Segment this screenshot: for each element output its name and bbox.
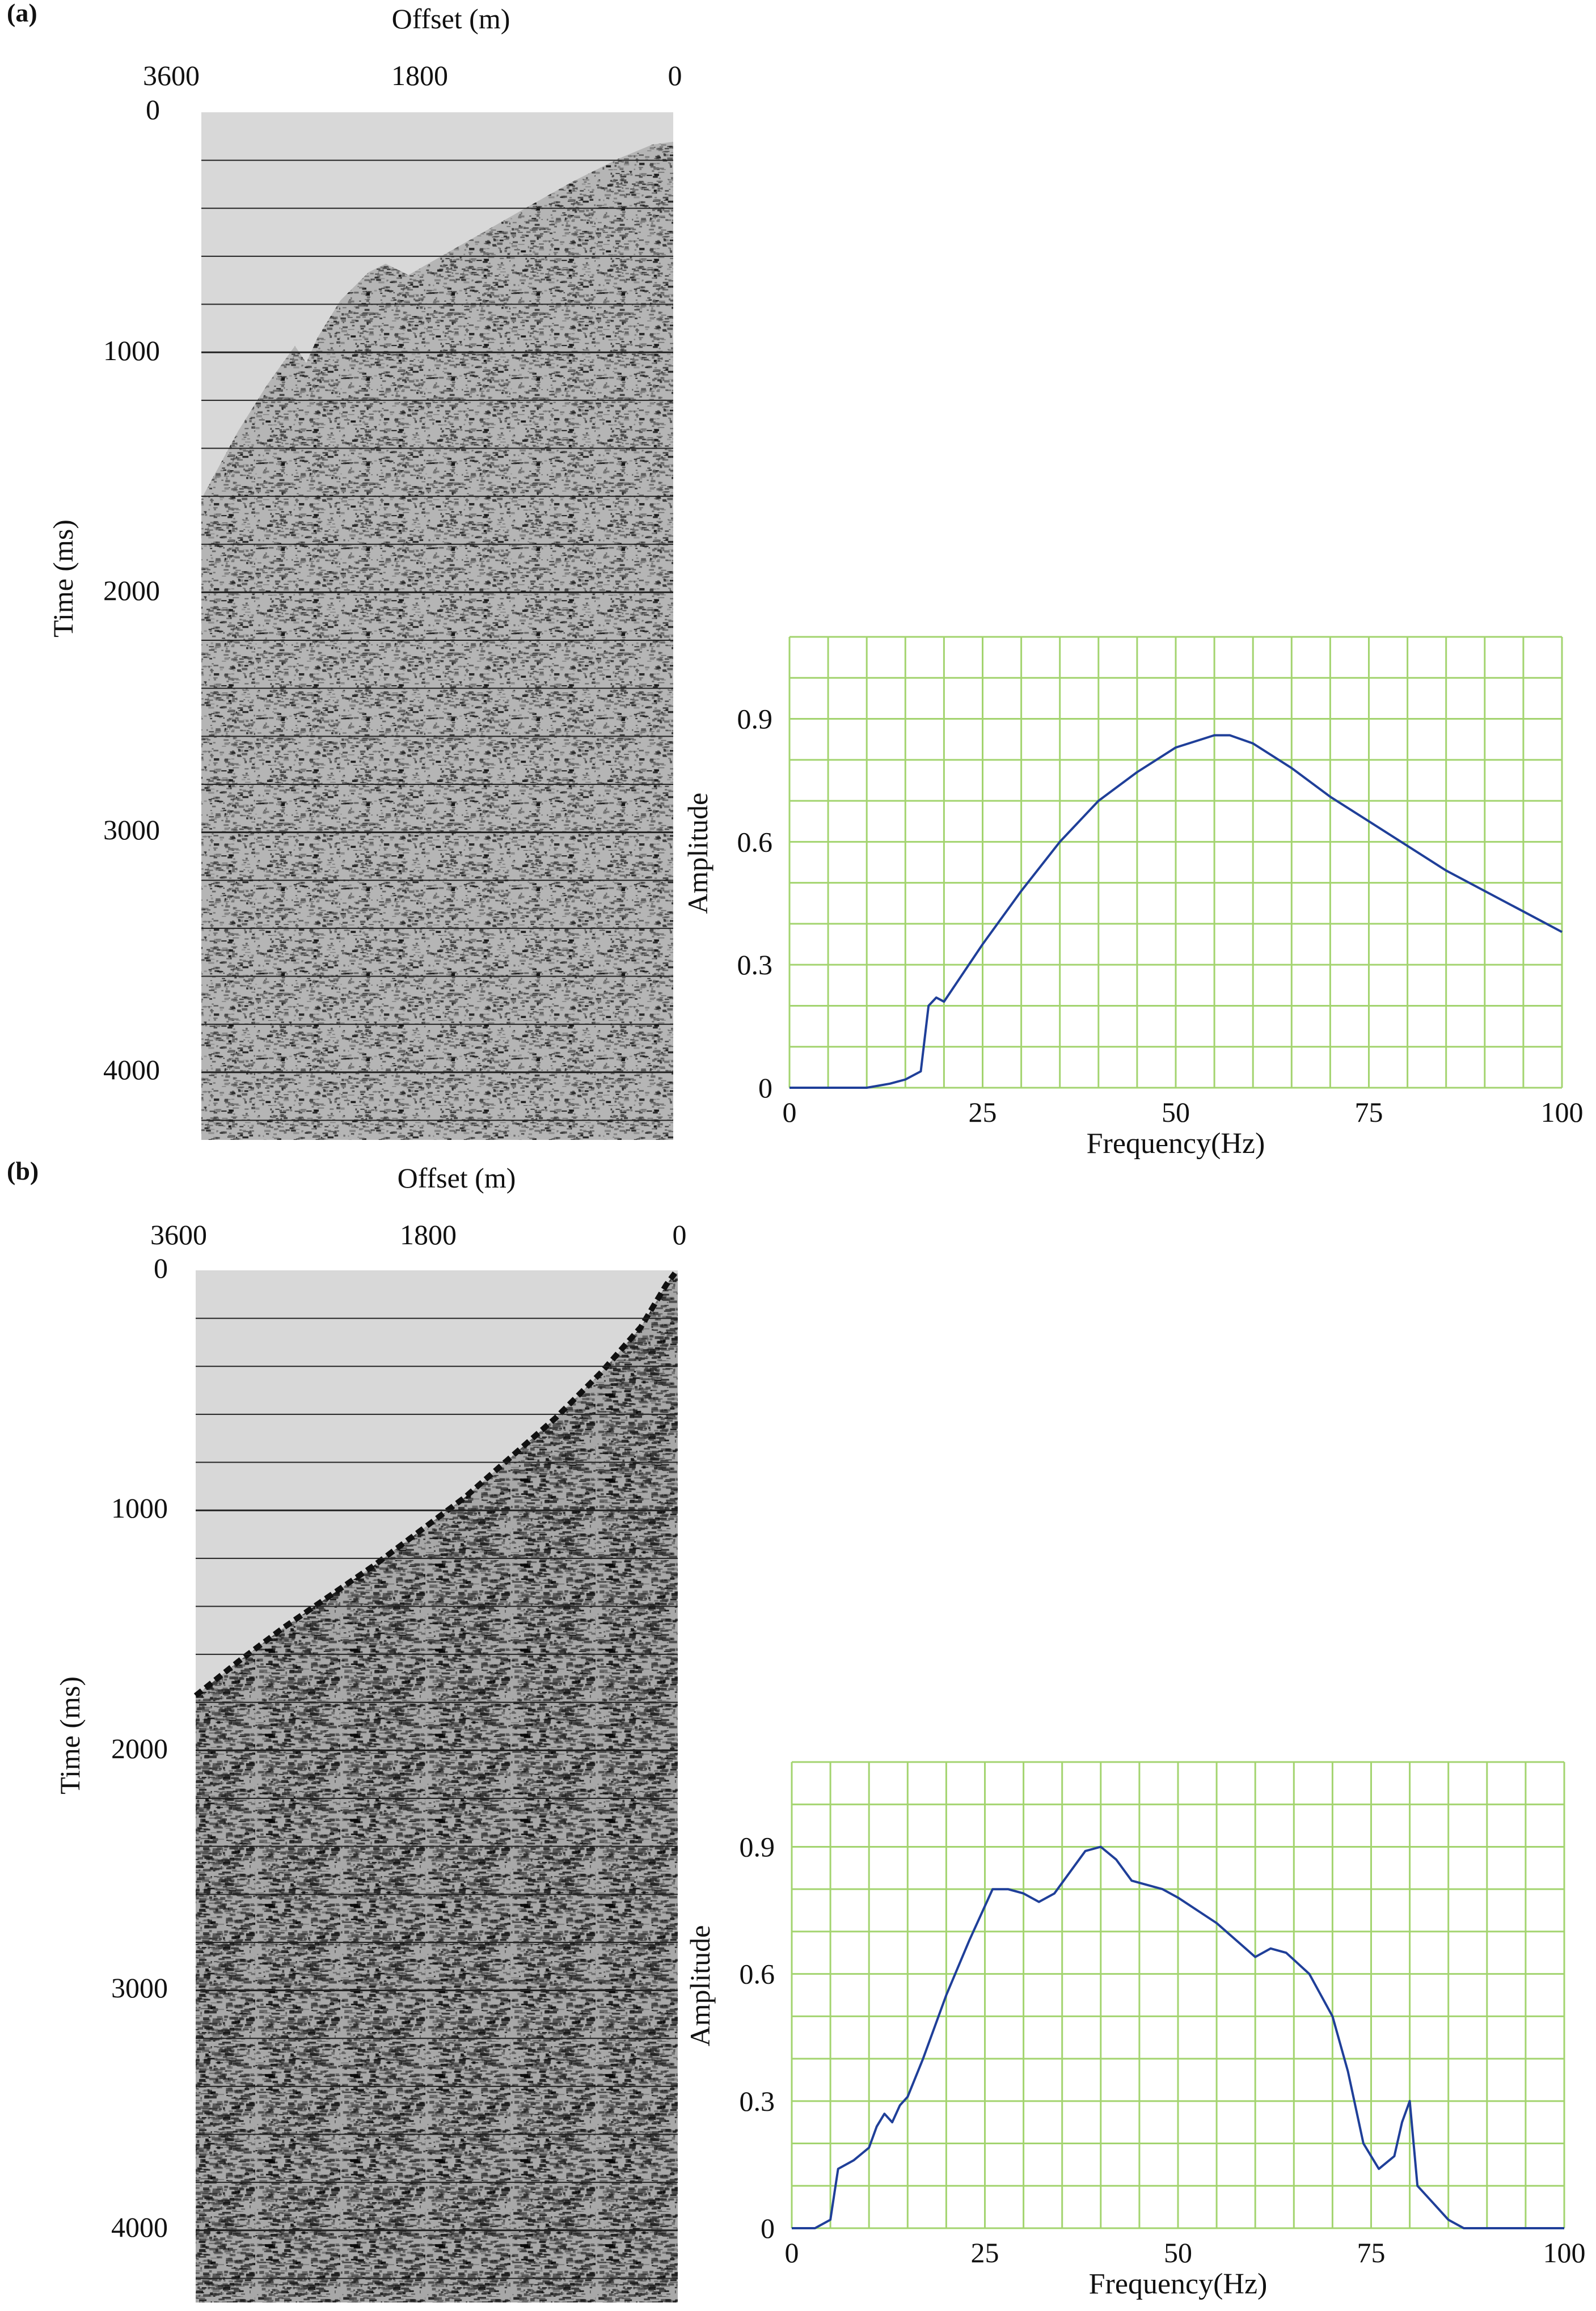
gather-b-xtick-0: 0	[673, 1219, 687, 1250]
gather-b-time-label: Time (ms)	[54, 1676, 86, 1794]
gather-b-offset-title: Offset (m)	[398, 1162, 516, 1194]
gather-a-offset-title: Offset (m)	[392, 3, 510, 35]
y-tick-label: 0	[758, 1072, 772, 1104]
x-tick-label: 75	[1357, 2237, 1386, 2268]
gather-a-xtick-1800: 1800	[391, 60, 448, 91]
y-axis-label: Amplitude	[684, 1925, 716, 2047]
gather-a-ytick-3000: 3000	[103, 814, 160, 846]
y-axis-label: Amplitude	[682, 793, 713, 914]
gather-a-ytick-0: 0	[146, 94, 160, 125]
panel-label-b: (b)	[7, 1156, 39, 1185]
gather-b: Offset (m) 3600 1800 0 0 1000 2000 3000 …	[54, 1162, 687, 2302]
panel-label-a: (a)	[7, 0, 37, 27]
gather-b-ytick-0: 0	[154, 1252, 168, 1284]
amplitude-spectrum-line	[792, 1845, 1564, 2229]
x-axis-label: Frequency(Hz)	[1089, 2268, 1268, 2300]
x-tick-label: 25	[969, 1096, 997, 1128]
gather-a-timelines	[201, 159, 673, 1121]
gather-a-ytick-1000: 1000	[103, 335, 160, 366]
x-tick-label: 100	[1543, 2237, 1586, 2268]
gather-b-first-break	[193, 1271, 677, 1698]
x-tick-label: 75	[1355, 1096, 1383, 1128]
x-tick-label: 25	[971, 2237, 999, 2268]
spectrum-chart-b: 0 25 50 75 100 0 0.3 0.6 0.9 Frequency(Hz) Amplitu…	[684, 1761, 1586, 2300]
x-tick-label: 0	[785, 2237, 799, 2268]
x-axis-label: Frequency(Hz)	[1087, 1127, 1265, 1160]
y-tick-label: 0.6	[737, 826, 773, 857]
x-tick-label: 50	[1164, 2237, 1192, 2268]
y-tick-label: 0.9	[737, 703, 773, 735]
y-tick-label: 0.9	[740, 1831, 775, 1862]
y-tick-label: 0	[761, 2212, 775, 2244]
gather-b-noise	[196, 1273, 678, 2302]
x-tick-label: 0	[783, 1096, 797, 1128]
gather-b-ytick-4000: 4000	[111, 2211, 168, 2243]
x-tick-label: 100	[1541, 1096, 1584, 1128]
x-tick-label: 50	[1162, 1096, 1190, 1128]
gather-b-ytick-1000: 1000	[111, 1492, 168, 1524]
gather-a: Offset (m) 3600 1800 0 0 1000 2000 3000 …	[47, 3, 682, 1140]
gather-a-xtick-3600: 3600	[143, 60, 200, 91]
gather-b-ytick-2000: 2000	[111, 1733, 168, 1764]
y-tick-label: 0.3	[737, 949, 773, 981]
gather-b-timelines	[196, 1317, 678, 2279]
gather-b-ytick-3000: 3000	[111, 1972, 168, 2004]
gather-a-ytick-4000: 4000	[103, 1054, 160, 1085]
amplitude-spectrum-line	[789, 734, 1563, 1089]
gather-a-ytick-2000: 2000	[103, 574, 160, 606]
gather-b-xtick-1800: 1800	[400, 1219, 457, 1250]
y-tick-label: 0.3	[740, 2085, 775, 2117]
gather-b-xtick-3600: 3600	[150, 1219, 207, 1250]
gather-a-time-label: Time (ms)	[47, 519, 79, 637]
gather-a-xtick-0: 0	[668, 60, 682, 91]
y-tick-label: 0.6	[740, 1958, 775, 1990]
spectrum-chart-a: 0 25 50 75 100 0 0.3 0.6 0.9 Frequency(Hz) Amplitu…	[682, 636, 1584, 1160]
